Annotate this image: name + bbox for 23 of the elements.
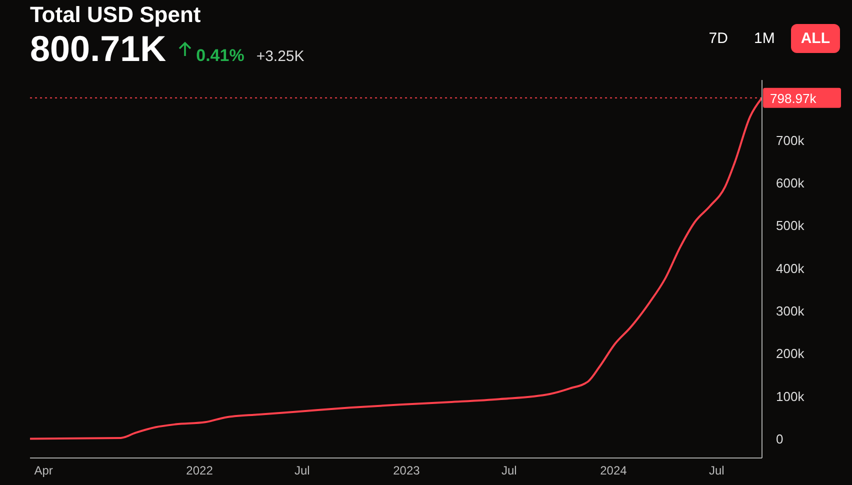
y-tick-label: 0 — [776, 431, 784, 446]
y-tick-label: 600k — [776, 175, 805, 190]
y-tick-label: 200k — [776, 346, 805, 362]
x-tick-label: 2023 — [393, 464, 420, 478]
y-tick-label: 500k — [776, 218, 805, 234]
ref-line-label: 798.97k — [770, 90, 817, 106]
x-tick-label: Jul — [708, 464, 724, 478]
x-tick-label: Jul — [501, 464, 517, 478]
y-tick-label: 100k — [776, 388, 805, 404]
y-tick-label: 400k — [776, 260, 805, 276]
chart-title: Total USD Spent — [30, 2, 201, 28]
text: 7D — [708, 29, 729, 49]
text: 800.71K — [30, 28, 166, 70]
x-tick-label: Jul — [294, 464, 310, 478]
x-tick-label: Apr — [34, 464, 53, 478]
y-tick-label: 700k — [776, 132, 805, 148]
y-tick-label: 300k — [776, 303, 805, 318]
text: ALL — [790, 24, 840, 53]
x-tick-label: 2022 — [186, 464, 214, 478]
text: 1M — [752, 29, 776, 49]
text: 0.41% — [196, 46, 244, 66]
x-tick-label: 2024 — [600, 464, 628, 478]
text: +3.25K — [256, 48, 304, 65]
